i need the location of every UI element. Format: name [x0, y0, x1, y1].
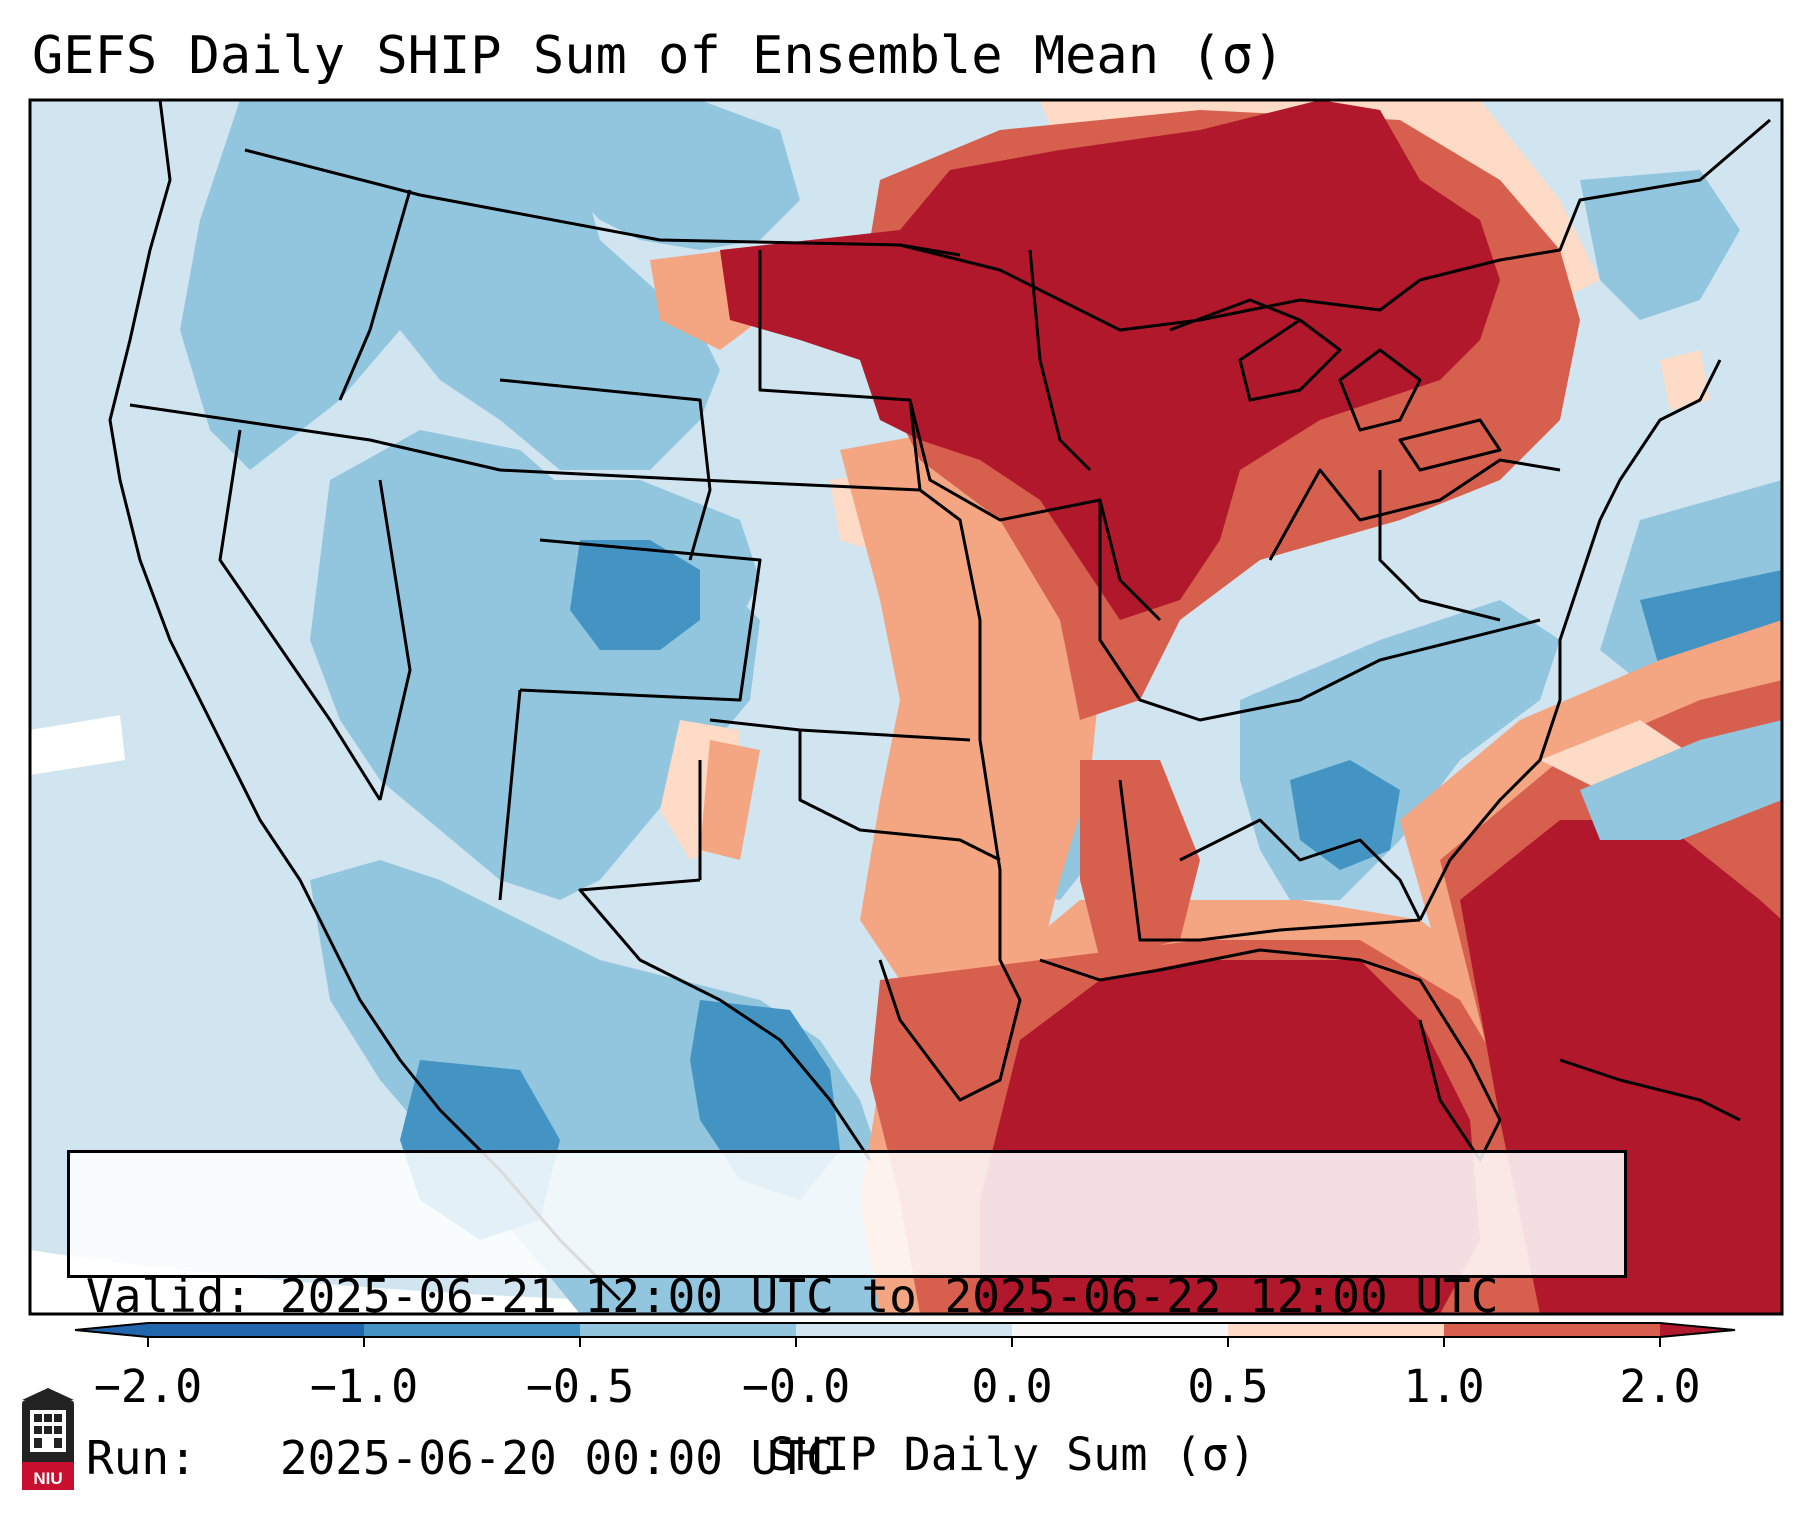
salmon-region-texas: [700, 740, 760, 860]
border-nevada: [218, 429, 382, 801]
border-texas-mexico: [578, 878, 872, 1161]
svg-text:NIU: NIU: [33, 1469, 62, 1488]
run-line: Run: 2025-06-20 00:00 UTC: [86, 1431, 1608, 1485]
colorbar-title: SHIP Daily Sum (σ): [768, 1428, 1256, 1481]
border-louisiana: [878, 739, 1022, 1102]
border-colorado: [519, 538, 762, 702]
domain-edge-pacific: [30, 715, 125, 775]
lake-erie: [1398, 418, 1502, 472]
dark-blue-colorado: [570, 540, 700, 650]
valid-run-info-box: Valid: 2025-06-21 12:00 UTC to 2025-06-2…: [67, 1150, 1627, 1485]
blue-region-montana: [540, 100, 800, 250]
border-alabama-georgia: [1179, 818, 1422, 921]
niu-logo: NIU: [22, 1388, 74, 1490]
colorbar-segment-1: [148, 1323, 364, 1337]
border-gulf-states: [1118, 779, 1421, 942]
border-dakotas-nebraska: [758, 250, 982, 740]
border-west-virginia: [1378, 470, 1501, 622]
lake-superior-shore: [1169, 298, 1301, 332]
canada-border-east: [899, 118, 1771, 332]
border-oregon-nevada-line: [129, 403, 921, 492]
border-idaho: [338, 189, 412, 401]
domain-edge-south: [30, 1250, 1782, 1314]
border-pennsylvania: [1268, 458, 1561, 561]
valid-label: Valid:: [86, 1269, 253, 1323]
atlantic-coast: [1418, 359, 1722, 921]
border-iowa-missouri: [908, 399, 1162, 622]
cuba-coast: [1559, 1058, 1741, 1122]
colorbar-tick-label: −0.5: [525, 1360, 635, 1413]
peach-region-canada: [1040, 100, 1600, 300]
valid-line: Valid: 2025-06-21 12:00 UTC to 2025-06-2…: [86, 1269, 1608, 1323]
gulf-coast: [1039, 948, 1502, 1162]
colorbar-segment-5: [1012, 1323, 1228, 1337]
border-new-mexico-west: [498, 689, 522, 901]
colorbar-tick-label: −0.0: [741, 1360, 851, 1413]
colorbar-segment-3: [580, 1323, 796, 1337]
border-utah-west: [378, 479, 412, 801]
pacific-coast: [108, 100, 622, 1302]
colorbar-segment-4: [796, 1323, 1012, 1337]
colorbar-segment-2: [364, 1323, 580, 1337]
colorbar-ticks: [147, 1337, 1661, 1347]
colorbar-tick-label: 2.0: [1619, 1360, 1701, 1413]
figure-title: GEFS Daily SHIP Sum of Ensemble Mean (σ): [32, 26, 1285, 86]
blue-band-atlantic: [1580, 720, 1782, 840]
border-minnesota-wisconsin: [1028, 249, 1092, 472]
lake-huron: [1338, 348, 1422, 432]
dark-blue-atlantic: [1640, 570, 1782, 670]
colorbar-tick-label: 0.0: [971, 1360, 1053, 1413]
colorbar-segment-6: [1228, 1323, 1444, 1337]
colorbar-tick-label: 0.5: [1187, 1360, 1269, 1413]
peach-region-cape-cod: [1660, 350, 1710, 410]
colorbar-tick-label: −2.0: [93, 1360, 203, 1413]
dark-red-region-great-lakes: [720, 100, 1500, 620]
dark-blue-georgia: [1290, 760, 1400, 870]
border-wyoming: [499, 378, 712, 561]
colorbar-tick-label: −1.0: [309, 1360, 419, 1413]
map-frame: [28, 98, 1784, 1316]
canada-border-west: [244, 148, 961, 257]
colorbar-extend-high: [1660, 1323, 1735, 1337]
border-ohio-river: [1098, 500, 1541, 722]
lake-michigan: [1238, 318, 1342, 402]
border-red-river: [798, 730, 1001, 862]
run-value: 2025-06-20 00:00 UTC: [279, 1431, 834, 1485]
colorbar-segment-8: [1444, 1323, 1660, 1337]
colorbar: [74, 1322, 1736, 1347]
blue-region-new-england: [1580, 170, 1740, 320]
state-borders: [108, 100, 1771, 1302]
colorbar-tick-label: 1.0: [1403, 1360, 1485, 1413]
valid-value: 2025-06-21 12:00 UTC to 2025-06-22 12:00…: [279, 1269, 1499, 1323]
colorbar-extend-low: [75, 1323, 148, 1337]
ship-field: [30, 100, 1782, 1314]
run-label: Run:: [86, 1431, 197, 1485]
red-region-mississippi: [1080, 760, 1200, 960]
